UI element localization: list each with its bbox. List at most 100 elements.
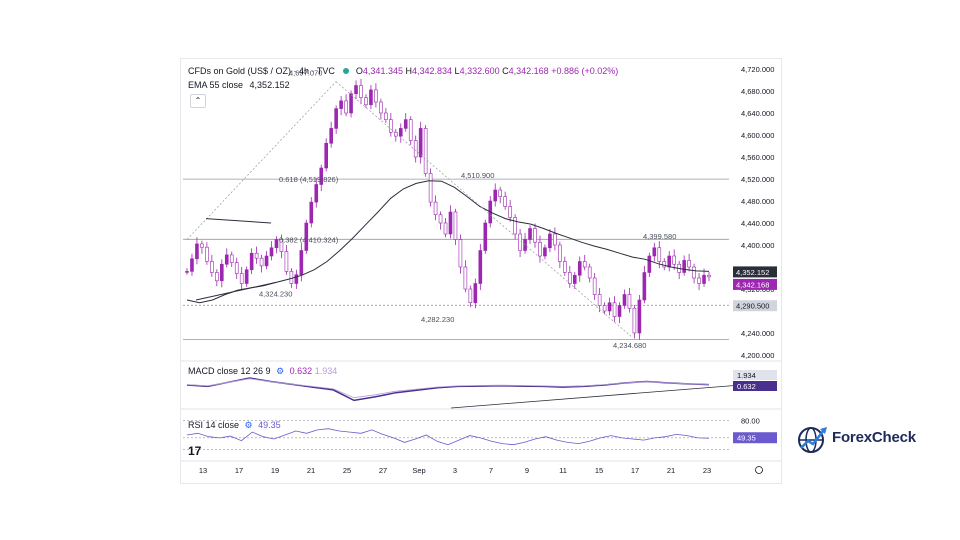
price-tag-label: 4,342.168 [736, 280, 769, 289]
fib-trendline [335, 81, 632, 337]
candle-body [587, 266, 592, 279]
candle-body [632, 307, 637, 334]
macd-label: MACD close 12 26 9 [188, 366, 271, 376]
macd-signal-line [186, 378, 710, 399]
candle-body [413, 140, 418, 158]
open-value: 4,341.345 [362, 66, 403, 76]
candle-body [503, 196, 507, 207]
candle-body [403, 119, 408, 129]
candle-body [379, 101, 383, 114]
rsi-legend[interactable]: RSI 14 close ⚙ 49.35 [188, 420, 281, 431]
candle-body [558, 244, 562, 262]
candle-body [498, 189, 503, 197]
candle-body [702, 274, 706, 284]
y-tick-label: 4,640.000 [741, 109, 774, 118]
candle-body [617, 305, 622, 317]
candle-body [692, 266, 696, 279]
candle-body [448, 211, 453, 235]
candle-body [478, 250, 483, 284]
collapse-legend-button[interactable]: ⌃ [190, 94, 206, 108]
macd-trendline [450, 384, 742, 409]
gear-icon[interactable] [755, 466, 763, 474]
candle-body [642, 272, 647, 301]
rsi-value: 49.35 [258, 420, 281, 430]
candle-body [428, 173, 433, 203]
y-tick-label: 4,240.000 [741, 329, 774, 338]
candle-body [597, 294, 602, 306]
tradingview-logo[interactable]: 17 [188, 444, 202, 458]
price-annotation: 4,399.580 [643, 232, 676, 241]
candle-body [200, 243, 204, 248]
low-value: 4,332.600 [459, 66, 500, 76]
candle-body [329, 128, 333, 144]
candle-body [254, 252, 259, 259]
candle-body [538, 241, 542, 257]
macd-legend[interactable]: MACD close 12 26 9 ⚙ 0.632 1.934 [188, 366, 337, 377]
candle-body [453, 211, 458, 240]
candle-body [374, 89, 378, 103]
market-status-dot [343, 68, 350, 74]
candle-body [463, 266, 468, 290]
candle-body [433, 201, 438, 216]
macd-value-tag [733, 381, 777, 391]
price-annotation: 0.382 (4,410.324) [279, 235, 339, 244]
candle-body [319, 167, 324, 185]
price-chart[interactable]: 4,720.000 4,680.000 4,640.000 4,600.000 4,56… [181, 59, 781, 483]
candle-body [249, 252, 254, 271]
x-tick-label: 17 [235, 466, 243, 475]
candle-body [563, 261, 567, 273]
candle-body [219, 263, 224, 282]
macd-value-tag-label: 0.632 [737, 382, 756, 391]
y-tick-label: 4,480.000 [741, 197, 774, 206]
settings-icon[interactable]: ⚙ [276, 366, 285, 376]
candle-body [195, 243, 199, 260]
candle-body [359, 85, 363, 98]
candle-body [274, 239, 279, 249]
candle-body [533, 228, 537, 243]
candle-body [205, 246, 209, 262]
x-tick-label: 9 [525, 466, 529, 475]
candle-body [354, 85, 358, 95]
candle-body [657, 247, 662, 262]
candle-body [215, 272, 219, 282]
ema-value: 4,352.152 [249, 80, 290, 90]
symbol-title: CFDs on Gold (US$ / OZ) · 4h · TVC [188, 66, 335, 76]
candle-body [518, 233, 522, 251]
candle-body [349, 93, 353, 114]
candle-body [408, 119, 413, 141]
y-tick-label: 4,400.000 [741, 241, 774, 250]
chart-panel[interactable]: 4,720.000 4,680.000 4,640.000 4,600.000 4,56… [180, 58, 782, 484]
candle-body [369, 89, 373, 106]
candle-body [259, 257, 264, 267]
candle-body [667, 255, 672, 268]
x-tick-label: 11 [559, 466, 567, 475]
candle-body [339, 100, 343, 109]
candle-body [553, 233, 557, 246]
candle-body [627, 294, 632, 309]
x-tick-label: 19 [271, 466, 279, 475]
candle-body [543, 247, 547, 257]
price-annotation: 4,282.230 [421, 315, 454, 324]
candle-body [468, 288, 473, 304]
x-tick-label: 17 [631, 466, 639, 475]
candle-body [577, 261, 582, 276]
candle-body [418, 128, 423, 158]
x-tick-label: 7 [489, 466, 493, 475]
x-tick-label: 15 [595, 466, 603, 475]
open-label: O [355, 66, 363, 76]
candle-body [309, 201, 314, 224]
x-tick-label: 3 [453, 466, 457, 475]
candle-body [458, 239, 463, 268]
y-tick-label: 4,720.000 [741, 65, 774, 74]
candle-body [707, 274, 711, 278]
settings-icon[interactable]: ⚙ [244, 420, 253, 430]
candle-body [647, 255, 652, 273]
ema-legend[interactable]: EMA 55 close 4,352.152 [188, 80, 290, 90]
candle-body [682, 260, 686, 273]
candle-body [548, 233, 552, 249]
candle-body [294, 274, 299, 284]
candle-body [289, 271, 294, 284]
candle-body [239, 273, 244, 284]
candle-body [662, 261, 667, 268]
price-tag-label: 4,290.500 [736, 302, 769, 311]
